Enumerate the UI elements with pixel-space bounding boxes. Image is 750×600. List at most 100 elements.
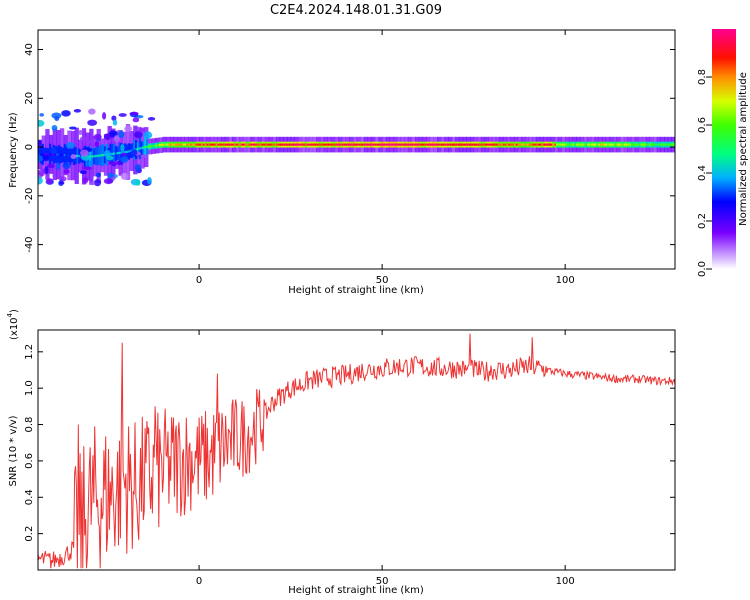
spectrogram-cell (627, 143, 630, 146)
spectrogram-cell (459, 143, 462, 146)
spectrogram-cell (301, 143, 304, 146)
spectrogram-cell (612, 143, 615, 146)
spectrogram-cell (61, 153, 65, 157)
spectrogram-cell (100, 154, 103, 157)
spectrogram-cell (235, 143, 238, 146)
spectrogram-blob (118, 113, 127, 117)
spectrogram-blob (108, 161, 119, 166)
spectrogram-blob (136, 179, 141, 186)
spectrogram-cell (396, 143, 400, 146)
spectrogram-cell (232, 143, 235, 146)
spectrogram-cell (510, 143, 513, 146)
spectrogram-cell (554, 143, 557, 146)
spectrogram-cell (98, 154, 101, 157)
spectrogram-cell (497, 143, 500, 146)
snr-x-tick-label: 100 (556, 576, 575, 587)
spectrogram-cell (349, 143, 352, 146)
spectrogram-cell (548, 143, 551, 146)
spectrogram-cell (113, 152, 116, 155)
spectrogram-cell (480, 143, 484, 146)
spectrogram-blob (82, 166, 93, 170)
spectrogram-cell (572, 143, 575, 146)
spectrogram-cell (418, 143, 421, 146)
spectrogram-cell (530, 143, 533, 146)
spectrogram-cell (336, 143, 339, 146)
spectrogram-cell (257, 143, 260, 146)
spectrogram-cell (184, 143, 187, 146)
spectrogram-cell (374, 143, 378, 146)
spectrogram-cell (195, 143, 198, 146)
spectrogram-blob (111, 115, 117, 121)
spectrogram-cell (264, 143, 268, 146)
spectrogram-cell (462, 143, 465, 146)
spectrogram-cell (319, 143, 323, 146)
spectrogram-cell (671, 143, 674, 146)
spectrogram-blob (78, 129, 83, 136)
spectrogram-cell (596, 143, 599, 146)
spectrogram-cell (444, 143, 447, 146)
spectrogram-cell (361, 143, 365, 146)
spectrogram-blob (65, 142, 75, 149)
spectrogram-cell (592, 143, 595, 146)
spectrogram-cell (561, 143, 564, 146)
spectrogram-cell (574, 143, 577, 146)
spectrogram-cell (334, 143, 337, 146)
spectrogram-cell (446, 143, 449, 146)
spectrogram-cell (479, 143, 482, 146)
spectrogram-cell (451, 143, 454, 146)
spectrogram-cell (415, 143, 418, 146)
spectrogram-cell (316, 143, 319, 146)
spectrogram-cell (385, 143, 389, 146)
spectrogram-cell (47, 153, 50, 156)
spectrogram-y-tick-label: 40 (24, 43, 35, 56)
spectrogram-cell (149, 145, 152, 148)
spectrogram-cell (667, 143, 670, 146)
spectrogram-cell (261, 143, 264, 146)
spectrogram-blob (124, 125, 133, 132)
spectrogram-cell (230, 143, 233, 146)
spectrogram-cell (618, 143, 621, 146)
spectrogram-cell (453, 143, 456, 146)
spectrogram-cell (248, 143, 251, 146)
spectrogram-cell (570, 143, 573, 146)
spectrogram-blob (102, 112, 107, 120)
spectrogram-cell (321, 143, 324, 146)
spectrogram-blob (85, 139, 94, 144)
spectrogram-blob (87, 160, 93, 166)
spectrogram-cell (285, 143, 288, 146)
spectrogram-cell (352, 143, 356, 146)
spectrogram-cell (296, 143, 299, 146)
spectrogram-blob (61, 110, 71, 117)
spectrogram-cell (275, 143, 279, 146)
spectrogram-blob (93, 179, 102, 187)
spectrogram-cell (493, 143, 497, 146)
spectrogram-blob (120, 143, 125, 152)
spectrogram-cell (122, 151, 125, 154)
spectrogram-cell (332, 143, 335, 146)
spectrogram-cell (653, 143, 656, 146)
spectrogram-cell (127, 150, 130, 153)
spectrogram-cell (204, 143, 207, 146)
spectrogram-cell (429, 143, 432, 146)
spectrogram-cell (449, 143, 453, 146)
spectrogram-cell (124, 151, 127, 154)
spectrogram-blob (134, 164, 141, 172)
spectrogram-cell (294, 143, 297, 146)
spectrogram-blob (54, 116, 60, 121)
spectrogram-cell (389, 143, 392, 146)
spectrogram-cell (528, 143, 531, 146)
spectrogram-y-label: Frequency (Hz) (8, 112, 19, 188)
spectrogram-cell (279, 143, 282, 146)
spectrogram-cell (590, 143, 594, 146)
spectrogram-cell (631, 143, 634, 146)
spectrogram-cell (303, 143, 306, 146)
spectrogram-blob (106, 155, 114, 161)
spectrogram-cell (274, 143, 277, 146)
spectrogram-cell (142, 146, 145, 149)
spectrogram-blob (79, 170, 87, 175)
spectrogram-y-tick-label: -40 (24, 236, 35, 252)
spectrogram-cell (281, 143, 284, 146)
spectrogram-cell (341, 143, 345, 146)
spectrogram-cell (664, 143, 667, 146)
spectrogram-blob (50, 147, 57, 155)
